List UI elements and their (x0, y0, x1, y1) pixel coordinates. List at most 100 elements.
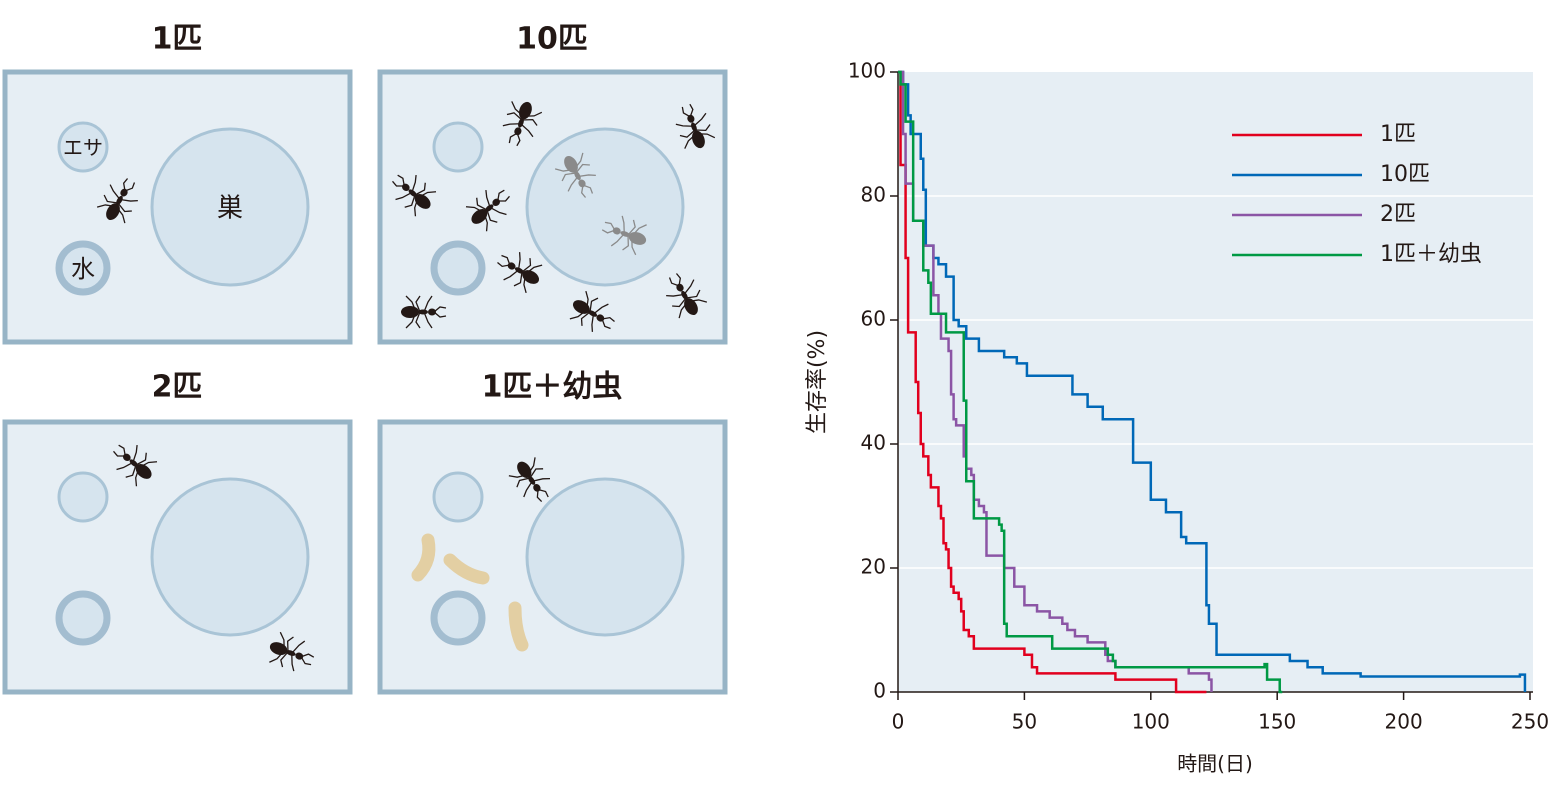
food-dish (57, 121, 109, 173)
ant-leg (685, 289, 701, 299)
ant-abdomen (628, 231, 647, 245)
ant-leg (516, 477, 531, 488)
ant-antenna (118, 444, 126, 457)
ant-thorax (485, 204, 494, 212)
nest (525, 477, 685, 637)
ant-thorax (286, 650, 296, 656)
ant-antenna (124, 182, 136, 192)
water-dish (430, 240, 486, 296)
ant-abdomen (572, 300, 590, 314)
y-tick-label: 0 (873, 679, 886, 703)
x-tick-label: 0 (892, 710, 905, 734)
ant-abdomen (135, 464, 152, 479)
ant-leg (502, 123, 521, 127)
ant (113, 444, 158, 487)
ant-thorax (574, 171, 581, 181)
y-axis-label: 生存率(%) (805, 330, 830, 434)
legend-label: 10匹 (1380, 162, 1430, 187)
ant-leg (287, 636, 294, 653)
ant-abdomen (401, 306, 419, 318)
larva (411, 533, 436, 582)
ant-leg (593, 303, 609, 315)
panel-title: 1匹＋幼虫 (482, 370, 623, 405)
ant-head (428, 308, 436, 316)
ant-leg (627, 219, 636, 236)
ant-leg (489, 206, 507, 216)
ant-abdomen (471, 209, 488, 224)
ant-antenna (536, 489, 543, 503)
ant-leg (506, 112, 523, 121)
ant-antenna (537, 488, 549, 498)
ant-leg (622, 234, 629, 251)
food-dish (57, 471, 109, 523)
ant-leg (485, 189, 491, 208)
nest (150, 477, 310, 637)
panel-title: 10匹 (516, 22, 588, 57)
ant-antenna (675, 273, 682, 286)
ant-head (295, 652, 304, 660)
ant-thorax (528, 476, 536, 485)
ant-head (596, 314, 605, 322)
ant-abdomen (414, 194, 431, 209)
ant-antenna (681, 106, 691, 118)
nest (525, 127, 685, 287)
ant-leg (503, 269, 519, 281)
ant-leg (693, 112, 707, 127)
ant (666, 273, 708, 319)
ant-leg (395, 191, 413, 201)
ant (554, 152, 596, 198)
ant-leg (591, 313, 595, 332)
ant-leg (423, 311, 433, 329)
ant-leg (415, 295, 421, 313)
ant-leg (132, 444, 138, 463)
ant-head (402, 183, 410, 192)
ant-antenna (580, 185, 587, 198)
ant-leg (529, 468, 544, 479)
ant (569, 290, 615, 332)
ant-head (492, 198, 500, 207)
legend-label: 1匹 (1380, 122, 1416, 147)
x-tick-label: 250 (1511, 710, 1549, 734)
ant-leg (404, 194, 416, 208)
x-tick-label: 150 (1258, 710, 1296, 734)
y-tick-label: 80 (861, 183, 886, 207)
ant-antenna (300, 656, 312, 666)
water-dish (430, 590, 486, 646)
ant-abdomen (106, 203, 120, 221)
ant-thorax (691, 122, 697, 132)
ant-leg (523, 480, 533, 498)
food-dish (432, 471, 484, 523)
water-dish (55, 240, 111, 296)
ant-leg (694, 124, 711, 131)
ant-leg (589, 297, 599, 313)
ant-antenna (508, 132, 518, 144)
ant-leg (666, 293, 685, 297)
ant-head (687, 114, 695, 123)
ant-thorax (518, 118, 524, 128)
ant-antenna (582, 184, 594, 194)
series-line (898, 70, 1213, 692)
ant-antenna (497, 261, 510, 268)
ant-leg (103, 194, 119, 204)
chart: 0 20 40 60 80 100 0 50 100 150 200 250 時間(日) 生存率(%) 1匹… (805, 59, 1549, 776)
ant-antenna (122, 178, 129, 191)
series-line (898, 70, 1207, 694)
ant-head (514, 127, 522, 136)
x-tick-label: 200 (1385, 710, 1423, 734)
ant-leg (561, 172, 577, 182)
ant-antenna (113, 450, 126, 457)
ant-antenna (501, 254, 511, 266)
ant-head (507, 262, 516, 270)
ant-leg (117, 202, 132, 213)
ant (465, 189, 510, 232)
ant (96, 178, 138, 224)
ant-antenna (601, 318, 611, 330)
x-axis-label: 時間(日) (1177, 752, 1253, 776)
plot-area (898, 72, 1533, 692)
ant-antenna (516, 132, 521, 147)
ant-thorax (514, 267, 524, 274)
ant-leg (280, 651, 289, 668)
food-dish (432, 121, 484, 173)
ant-abdomen (518, 101, 532, 120)
